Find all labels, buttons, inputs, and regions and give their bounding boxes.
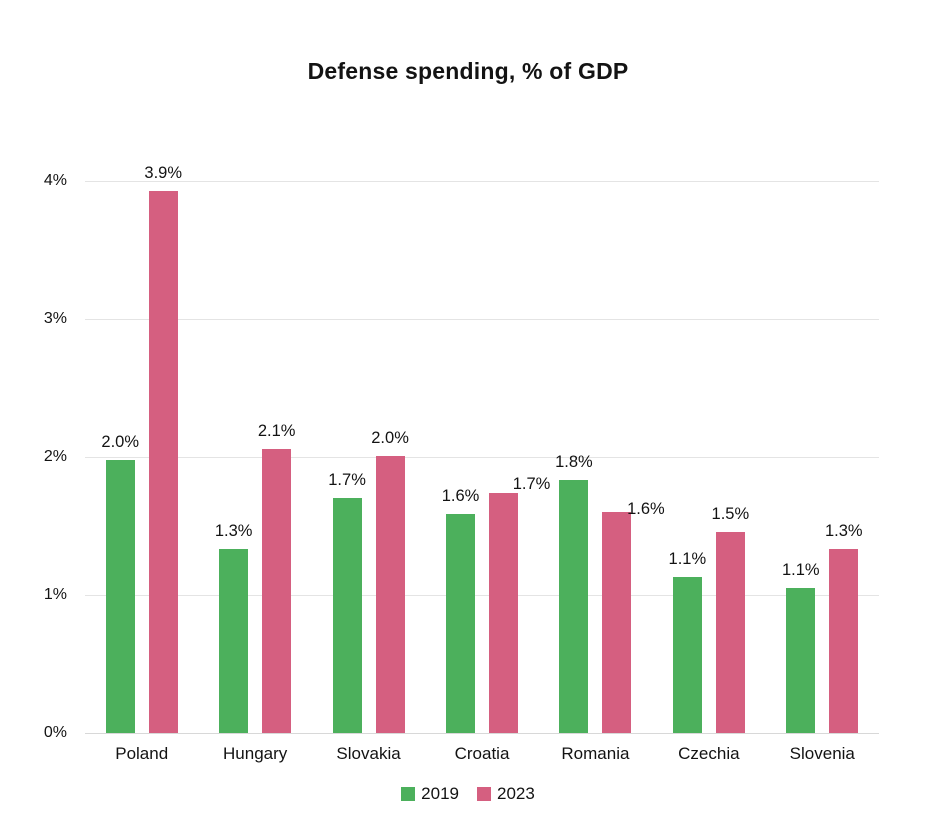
x-axis-category-label: Slovenia: [789, 744, 855, 763]
bar-2023-slovenia: [829, 549, 858, 733]
bar-value-label-2023-czechia: 1.5%: [711, 505, 750, 523]
bar-value-label-2019-slovenia: 1.1%: [781, 561, 820, 579]
x-axis-category-label: Czechia: [678, 744, 740, 763]
gridline-3%: [85, 319, 879, 320]
legend-label-2019: 2019: [421, 784, 459, 803]
x-axis-category-label: Romania: [561, 744, 630, 763]
bar-value-label-2023-hungary: 2.1%: [257, 422, 296, 440]
bar-2019-poland: [106, 460, 135, 733]
legend-swatch-2019: [401, 787, 416, 801]
bar-value-label-2019-croatia: 1.6%: [441, 487, 480, 505]
bar-2019-slovenia: [786, 588, 815, 733]
bar-2023-slovakia: [376, 456, 405, 733]
bar-2019-romania: [559, 480, 588, 733]
gridline-1%: [85, 595, 879, 596]
bar-2019-slovakia: [333, 498, 362, 733]
y-axis-tick-label: 2%: [43, 448, 67, 465]
bar-2023-czechia: [716, 532, 745, 733]
bar-value-label-2019-romania: 1.8%: [555, 453, 593, 471]
bar-value-label-2023-poland: 3.9%: [144, 164, 183, 182]
bar-2019-czechia: [673, 577, 702, 733]
bar-2023-hungary: [262, 449, 291, 733]
bar-value-label-2019-czechia: 1.1%: [668, 550, 707, 568]
x-axis-category-label: Hungary: [223, 744, 288, 763]
x-axis-category-label: Croatia: [454, 744, 510, 763]
y-axis-tick-label: 1%: [43, 586, 67, 603]
legend-item-2019: 2019: [401, 784, 459, 804]
y-axis-tick-label: 3%: [43, 310, 67, 327]
y-axis-tick-label: 0%: [43, 724, 67, 741]
bar-2023-poland: [149, 191, 178, 733]
gridline-2%: [85, 457, 879, 458]
x-axis-category-label: Slovakia: [336, 744, 401, 763]
legend-item-2023: 2023: [477, 784, 535, 804]
bar-value-label-2023-slovenia: 1.3%: [824, 522, 863, 540]
bar-value-label-2023-croatia: 1.7%: [512, 475, 551, 493]
legend-label-2023: 2023: [497, 784, 535, 803]
bar-value-label-2019-hungary: 1.3%: [214, 522, 253, 540]
bar-2023-croatia: [489, 493, 518, 733]
legend-swatch-2023: [477, 787, 491, 801]
bar-value-label-2019-slovakia: 1.7%: [328, 471, 366, 489]
bar-value-label-2023-romania: 1.6%: [627, 500, 665, 518]
legend: 2019 2023: [0, 784, 936, 804]
chart-title: Defense spending, % of GDP: [307, 58, 629, 84]
bar-value-label-2019-poland: 2.0%: [101, 433, 140, 451]
bar-2019-hungary: [219, 549, 248, 733]
bar-2023-romania: [602, 512, 631, 733]
bar-value-label-2023-slovakia: 2.0%: [371, 429, 409, 447]
y-axis-tick-label: 4%: [43, 172, 67, 189]
gridline-4%: [85, 181, 879, 182]
bar-2019-croatia: [446, 514, 475, 733]
gridline-0%: [85, 733, 879, 734]
x-axis-category-label: Poland: [115, 744, 169, 763]
